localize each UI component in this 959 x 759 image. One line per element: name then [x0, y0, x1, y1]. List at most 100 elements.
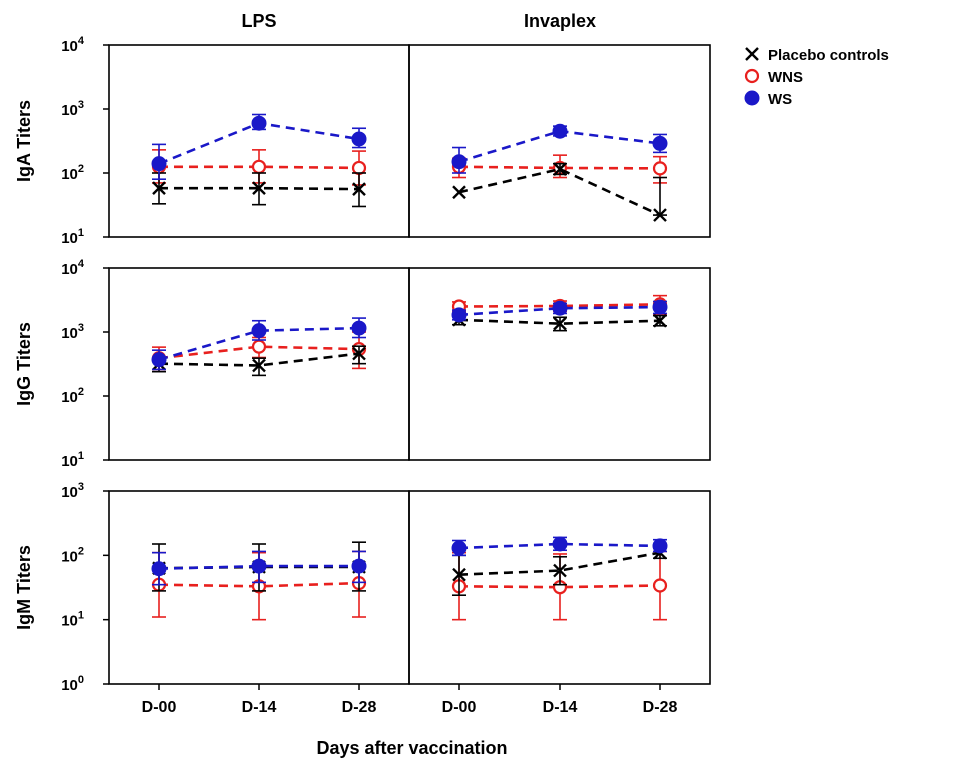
legend-entry-placebo-controls: Placebo controls: [745, 47, 889, 64]
data-point-stroke-b: [352, 182, 366, 196]
data-point: [151, 352, 167, 368]
series-placebo-controls: [152, 172, 366, 208]
series-line: [458, 542, 661, 550]
series-line: [458, 318, 661, 325]
data-point: [252, 358, 266, 373]
data-point: [552, 536, 568, 552]
labels-layer: LPS Invaplex Days after vaccination: [241, 11, 596, 758]
series-line: [158, 352, 360, 367]
series-line: [158, 581, 360, 588]
data-point: [151, 156, 167, 172]
y-tick-label: 103: [61, 322, 84, 342]
series-line: [458, 551, 661, 576]
y-tick-exponent: 0: [78, 674, 84, 686]
data-point: [251, 558, 267, 574]
y-axis-igm: 100 101 102 103: [61, 481, 109, 694]
data-point: [652, 135, 668, 151]
series-ws: [151, 113, 367, 181]
y-tick-label: 102: [61, 545, 84, 565]
y-tick-label: 100: [61, 674, 84, 694]
y-tick-label: 101: [61, 227, 84, 247]
legend-label: WS: [768, 91, 792, 108]
legend: Placebo controls WNS WS: [744, 47, 889, 108]
data-point-stroke-b: [553, 563, 567, 578]
series-line: [158, 326, 360, 361]
data-point: [552, 300, 568, 316]
series-placebo-controls: [452, 162, 667, 222]
panel-iga-lps: [108, 44, 410, 238]
panel-row-igg: 101 102 103 104 IgG Titers: [14, 258, 711, 470]
y-tick-label: 104: [61, 35, 85, 55]
y-tick-exponent: 2: [78, 163, 84, 175]
panel-igm-invaplex: D-00 D-14 D-28: [408, 490, 711, 716]
data-point: [653, 208, 667, 222]
series-ws: [451, 123, 668, 174]
y-axis-title-igg: IgG Titers: [14, 322, 34, 406]
data-point: [553, 162, 567, 176]
x-tick-label: D-00: [142, 699, 177, 716]
data-point: [452, 567, 466, 582]
data-point-stroke-b: [653, 208, 667, 222]
series-line: [458, 165, 661, 170]
data-point: [553, 563, 567, 578]
y-tick-exponent: 3: [78, 481, 84, 493]
column-title-lps: LPS: [241, 11, 276, 31]
data-point: [652, 299, 668, 315]
y-tick-exponent: 2: [78, 545, 84, 557]
series-line: [159, 165, 360, 170]
data-point: [552, 123, 568, 139]
data-point: [352, 346, 366, 361]
y-axis-title-iga: IgA Titers: [14, 100, 34, 182]
x-tick-label: D-14: [242, 699, 277, 716]
data-point: [251, 115, 267, 131]
y-tick-label: 102: [61, 386, 84, 406]
y-tick-exponent: 1: [78, 450, 84, 462]
y-tick-label: 104: [61, 258, 85, 278]
y-tick-label: 103: [61, 99, 84, 119]
data-point: [251, 159, 267, 174]
data-point: [152, 181, 166, 195]
data-point: [451, 154, 467, 170]
data-point: [252, 181, 266, 195]
y-axis-igg: 101 102 103 104: [61, 258, 109, 470]
series-line: [158, 345, 360, 360]
data-point-stroke-b: [252, 181, 266, 195]
y-tick-label: 101: [61, 610, 84, 630]
x-tick-label: D-28: [342, 699, 377, 716]
y-tick-exponent: 3: [78, 99, 84, 111]
data-point: [451, 307, 467, 323]
data-point-stroke-b: [252, 358, 266, 373]
legend-marker: [745, 47, 759, 61]
y-tick-label: 103: [61, 481, 84, 501]
legend-marker-stroke-b: [745, 47, 759, 61]
data-point-stroke-b: [553, 162, 567, 176]
data-point: [652, 161, 668, 176]
series-line: [458, 305, 661, 317]
legend-label: WNS: [768, 69, 803, 86]
legend-marker: [744, 68, 760, 84]
data-point: [452, 185, 466, 200]
x-tick-label: D-00: [442, 699, 477, 716]
y-tick-label: 101: [61, 450, 84, 470]
data-point: [151, 561, 167, 577]
legend-entry-ws: WS: [744, 90, 792, 108]
series-ws: [451, 299, 668, 323]
panel-row-igm: 100 101 102 103 IgM Titers D-00 D-14 D-28 D-00 D-…: [14, 481, 711, 716]
column-title-invaplex: Invaplex: [524, 11, 596, 31]
panel-iga-invaplex: [408, 44, 711, 238]
data-point: [652, 578, 668, 593]
y-tick-exponent: 4: [78, 258, 85, 270]
legend-label: Placebo controls: [768, 47, 889, 64]
series-line: [458, 584, 661, 589]
y-axis-title-igm: IgM Titers: [14, 545, 34, 630]
panel-igg-lps: [108, 267, 410, 461]
panel-igm-lps: D-00 D-14 D-28: [108, 490, 410, 716]
data-point-stroke-b: [352, 346, 366, 361]
y-axis-iga: 101 102 103 104: [61, 35, 109, 247]
data-point-stroke-b: [653, 313, 667, 328]
data-point: [251, 323, 267, 339]
x-tick-label: D-28: [643, 699, 678, 716]
series-ws: [151, 317, 367, 371]
